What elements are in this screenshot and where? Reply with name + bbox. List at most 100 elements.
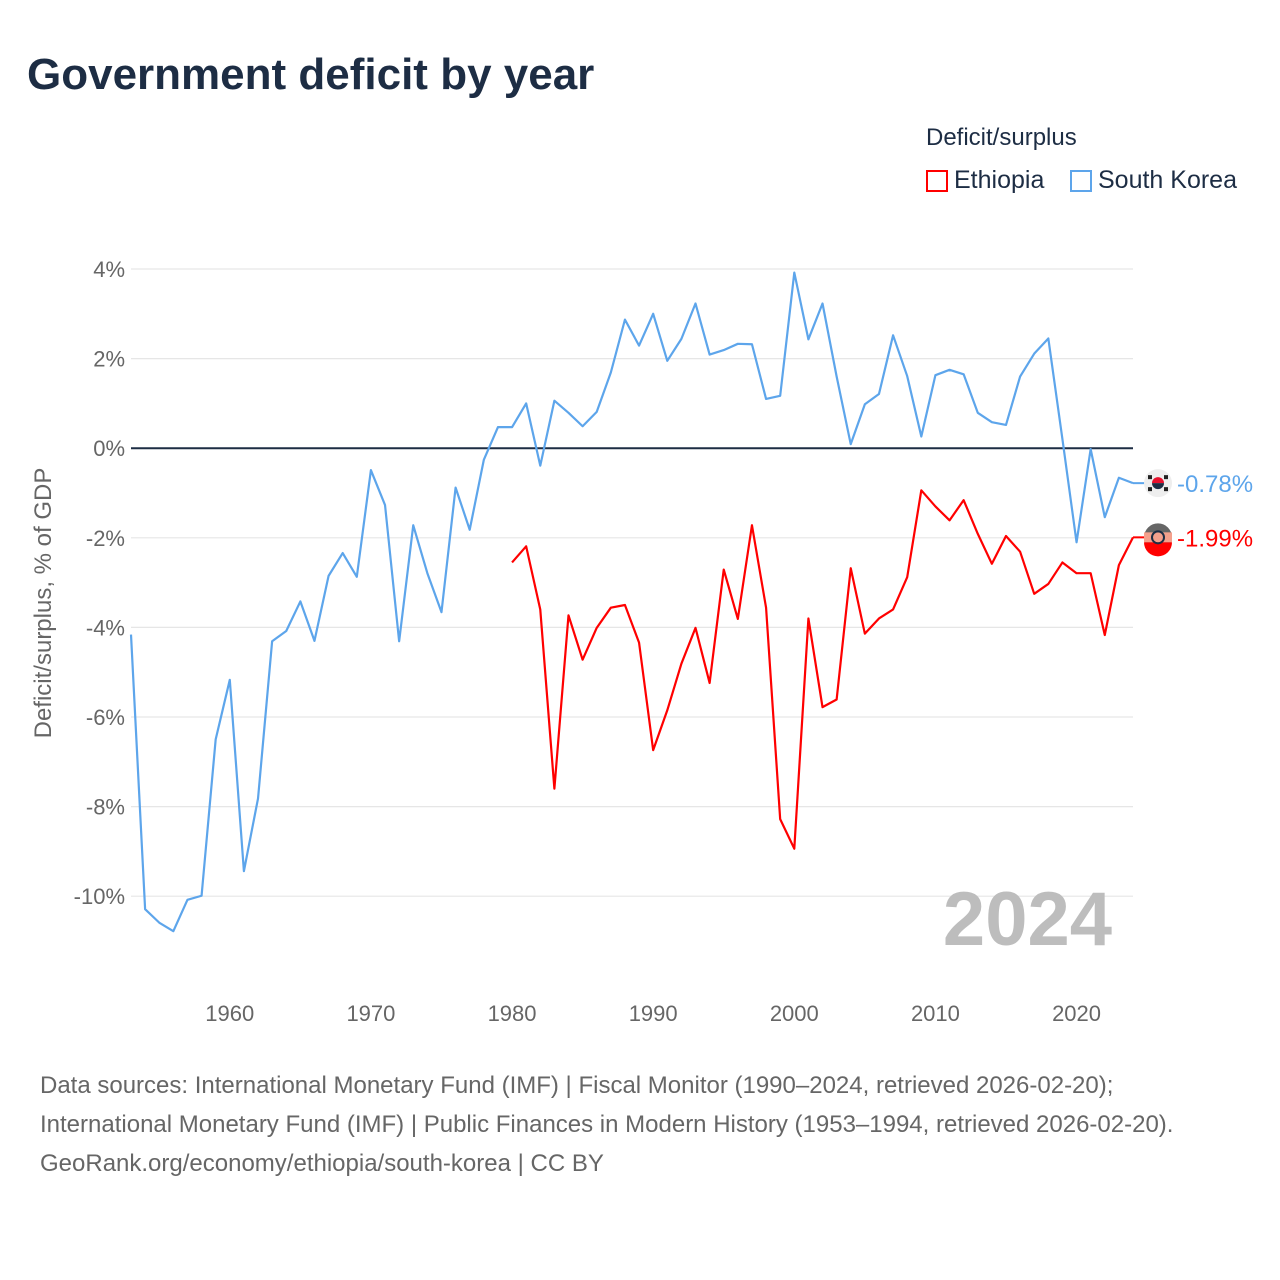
data-point-ethiopia xyxy=(594,625,600,631)
attribution: GeoRank.org/economy/ethiopia/south-korea… xyxy=(40,1150,604,1177)
legend-label-ethiopia: Ethiopia xyxy=(954,166,1045,194)
data-point-south-korea xyxy=(142,906,148,912)
data-point-south-korea xyxy=(918,434,924,440)
footer: Data sources: International Monetary Fun… xyxy=(40,1066,1240,1183)
data-point-ethiopia xyxy=(1045,581,1051,587)
data-point-ethiopia xyxy=(777,816,783,822)
data-point-south-korea xyxy=(1045,335,1051,341)
data-point-south-korea xyxy=(876,391,882,397)
data-point-south-korea xyxy=(1088,446,1094,452)
y-tick-label: 0% xyxy=(93,436,125,461)
data-point-south-korea xyxy=(1116,475,1122,481)
data-point-south-korea xyxy=(170,928,176,934)
data-point-ethiopia xyxy=(608,605,614,611)
legend-label-south-korea: South Korea xyxy=(1098,166,1237,194)
data-point-south-korea xyxy=(297,598,303,604)
data-point-ethiopia xyxy=(1031,591,1037,597)
legend-item-ethiopia[interactable]: Ethiopia xyxy=(926,166,1044,195)
data-point-south-korea xyxy=(255,796,261,802)
data-point-south-korea xyxy=(1031,351,1037,357)
data-point-south-korea xyxy=(777,393,783,399)
legend-item-south-korea[interactable]: South Korea xyxy=(1070,166,1237,195)
data-point-south-korea xyxy=(438,609,444,615)
data-point-south-korea xyxy=(227,677,233,683)
data-point-south-korea xyxy=(481,457,487,463)
data-point-ethiopia xyxy=(721,567,727,573)
y-tick-label: -6% xyxy=(86,705,125,730)
data-point-ethiopia xyxy=(947,517,953,523)
data-point-south-korea xyxy=(932,372,938,378)
x-tick-label: 2020 xyxy=(1052,1001,1101,1026)
data-point-ethiopia xyxy=(664,707,670,713)
data-point-ethiopia xyxy=(551,786,557,792)
legend-swatch-south-korea xyxy=(1070,169,1092,192)
series-line-south-korea xyxy=(129,271,1134,933)
data-point-south-korea xyxy=(636,343,642,349)
data-point-ethiopia xyxy=(862,631,868,637)
data-point-ethiopia xyxy=(918,487,924,493)
data-point-ethiopia xyxy=(509,559,515,565)
x-tick-label: 1970 xyxy=(346,1001,395,1026)
data-point-ethiopia xyxy=(820,704,826,710)
y-tick-label: 4% xyxy=(93,257,125,282)
x-tick-label: 2010 xyxy=(911,1001,960,1026)
data-point-south-korea xyxy=(735,341,741,347)
data-point-south-korea xyxy=(650,311,656,317)
data-point-south-korea xyxy=(156,920,162,926)
data-point-ethiopia xyxy=(565,612,571,618)
data-point-ethiopia xyxy=(975,531,981,537)
data-point-south-korea xyxy=(862,401,868,407)
data-point-ethiopia xyxy=(580,657,586,663)
data-point-ethiopia xyxy=(989,561,995,567)
data-point-south-korea xyxy=(509,424,515,430)
data-point-ethiopia xyxy=(650,747,656,753)
data-point-south-korea xyxy=(834,374,840,380)
data-point-ethiopia xyxy=(834,697,840,703)
data-point-south-korea xyxy=(199,893,205,899)
data-point-ethiopia xyxy=(1088,570,1094,576)
data-point-south-korea xyxy=(565,410,571,416)
y-tick-label: -2% xyxy=(86,526,125,551)
data-point-south-korea xyxy=(608,369,614,375)
legend-swatch-ethiopia xyxy=(926,169,948,192)
data-point-south-korea xyxy=(664,358,670,364)
data-point-south-korea xyxy=(693,300,699,306)
data-point-ethiopia xyxy=(848,565,854,571)
data-point-ethiopia xyxy=(1017,549,1023,555)
x-tick-label: 1990 xyxy=(629,1001,678,1026)
data-point-south-korea xyxy=(580,423,586,429)
data-point-south-korea xyxy=(749,341,755,347)
data-point-south-korea xyxy=(961,371,967,377)
legend-title: Deficit/surplus xyxy=(926,124,1077,151)
data-point-ethiopia xyxy=(735,616,741,622)
data-point-south-korea xyxy=(820,300,826,306)
data-point-south-korea xyxy=(396,638,402,644)
data-point-ethiopia xyxy=(961,497,967,503)
data-point-ethiopia xyxy=(1059,559,1065,565)
data-point-south-korea xyxy=(523,400,529,406)
data-point-ethiopia xyxy=(707,680,713,686)
data-point-ethiopia xyxy=(876,615,882,621)
data-point-ethiopia xyxy=(693,625,699,631)
y-tick-label: -10% xyxy=(74,884,125,909)
data-point-south-korea xyxy=(424,570,430,576)
data-point-south-korea xyxy=(495,424,501,430)
data-point-south-korea xyxy=(354,574,360,580)
data-point-south-korea xyxy=(975,410,981,416)
data-point-ethiopia xyxy=(904,574,910,580)
data-point-ethiopia xyxy=(622,602,628,608)
data-point-south-korea xyxy=(989,419,995,425)
data-point-south-korea xyxy=(551,398,557,404)
data-point-south-korea xyxy=(453,485,459,491)
data-point-south-korea xyxy=(184,897,190,903)
data-point-south-korea xyxy=(1003,422,1009,428)
data-point-south-korea xyxy=(1074,539,1080,545)
data-point-south-korea xyxy=(410,522,416,528)
data-point-ethiopia xyxy=(636,640,642,646)
x-tick-label: 1980 xyxy=(488,1001,537,1026)
ethiopia-flag-icon xyxy=(1144,523,1172,557)
data-point-south-korea xyxy=(622,317,628,323)
data-point-south-korea xyxy=(1102,514,1108,520)
data-point-south-korea xyxy=(947,367,953,373)
data-point-south-korea xyxy=(791,270,797,276)
